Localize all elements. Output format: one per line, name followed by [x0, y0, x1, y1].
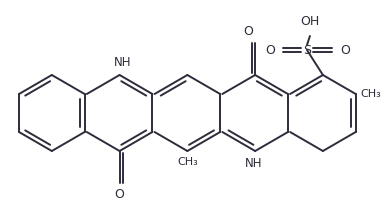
Text: O: O — [340, 43, 350, 57]
Text: O: O — [243, 25, 253, 38]
Text: OH: OH — [300, 15, 320, 28]
Text: O: O — [115, 188, 125, 201]
Text: CH₃: CH₃ — [361, 89, 382, 99]
Text: O: O — [265, 43, 275, 57]
Text: NH: NH — [114, 56, 131, 69]
Text: S: S — [303, 43, 311, 57]
Text: CH₃: CH₃ — [177, 157, 198, 167]
Text: NH: NH — [245, 157, 262, 170]
